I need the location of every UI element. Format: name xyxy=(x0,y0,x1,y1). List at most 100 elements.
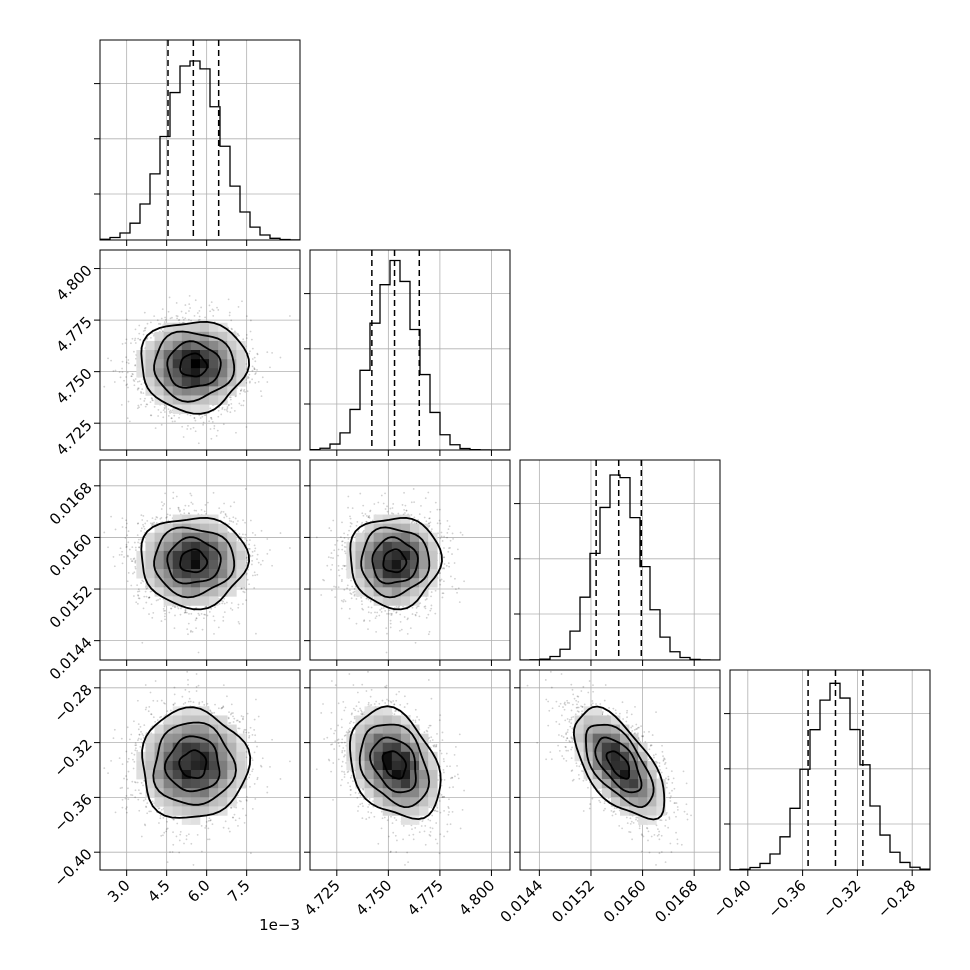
panel-content xyxy=(100,250,300,450)
sample-point xyxy=(169,409,172,412)
sample-point xyxy=(136,584,139,587)
sample-point xyxy=(216,429,219,432)
density-cell xyxy=(227,340,237,351)
sample-point xyxy=(138,546,141,549)
sample-point xyxy=(179,509,181,512)
sample-point xyxy=(248,548,251,550)
sample-point xyxy=(112,556,115,558)
sample-point xyxy=(141,641,144,644)
sample-point xyxy=(251,378,254,381)
sample-point xyxy=(231,609,234,611)
sample-point xyxy=(166,516,168,518)
sample-point xyxy=(155,516,158,518)
sample-point xyxy=(110,515,112,518)
sample-point xyxy=(245,573,248,576)
density-cell xyxy=(181,322,192,333)
sample-point xyxy=(160,411,162,414)
sample-point xyxy=(237,333,239,336)
panel-2-0 xyxy=(94,459,301,666)
sample-point xyxy=(159,323,162,325)
sample-point xyxy=(177,508,180,511)
density-cell xyxy=(218,377,228,387)
sample-point xyxy=(140,392,143,394)
sample-point xyxy=(244,391,246,393)
sample-point xyxy=(148,596,151,599)
sample-point xyxy=(256,573,259,576)
contour-0 xyxy=(179,352,209,378)
sample-point xyxy=(145,403,148,406)
sample-point xyxy=(150,414,153,417)
panel-1-0 xyxy=(94,249,301,456)
sample-point xyxy=(177,507,180,509)
sample-point xyxy=(185,611,188,614)
sample-point xyxy=(266,381,269,383)
density-cell xyxy=(200,395,210,405)
sample-point xyxy=(243,388,246,391)
sample-point xyxy=(257,381,260,383)
density-cell xyxy=(145,377,155,387)
sample-point xyxy=(131,372,134,375)
sample-point xyxy=(137,594,139,596)
sample-point xyxy=(188,295,191,297)
density-cell xyxy=(190,386,201,396)
sample-point xyxy=(137,387,139,390)
sample-point xyxy=(173,414,176,417)
sample-point xyxy=(226,406,229,408)
density-cell xyxy=(163,359,174,369)
sample-point xyxy=(170,417,173,420)
sample-point xyxy=(241,587,243,590)
sample-point xyxy=(256,352,259,355)
sample-point xyxy=(144,329,146,332)
sample-point xyxy=(128,420,131,423)
sample-point xyxy=(163,406,166,409)
sample-point xyxy=(242,533,244,536)
sample-point xyxy=(259,390,262,392)
sample-point xyxy=(148,596,151,599)
sample-point xyxy=(239,389,242,392)
sample-point xyxy=(140,527,143,530)
sample-point xyxy=(205,513,207,515)
sample-point xyxy=(179,613,182,616)
sample-point xyxy=(183,508,185,511)
sample-point xyxy=(186,428,189,430)
sample-point xyxy=(261,559,264,562)
sample-point xyxy=(197,612,200,615)
histogram-step xyxy=(100,60,300,240)
density-cell xyxy=(163,377,174,387)
sample-point xyxy=(228,403,230,406)
sample-point xyxy=(208,304,211,307)
sample-point xyxy=(142,525,145,528)
sample-point xyxy=(237,520,239,522)
sample-point xyxy=(126,371,129,374)
sample-point xyxy=(230,327,233,330)
sample-point xyxy=(193,509,196,512)
sample-point xyxy=(174,614,176,617)
sample-point xyxy=(251,365,254,368)
sample-point xyxy=(248,543,251,546)
density-cell xyxy=(200,322,210,333)
sample-point xyxy=(198,315,201,318)
sample-point xyxy=(190,612,193,615)
sample-point xyxy=(209,428,212,430)
sample-point xyxy=(125,338,128,341)
sample-point xyxy=(174,606,177,608)
sample-point xyxy=(217,409,220,412)
sample-point xyxy=(114,369,117,372)
sample-point xyxy=(125,376,128,378)
density-cell xyxy=(172,350,183,360)
sample-point xyxy=(163,321,166,323)
sample-point xyxy=(175,315,178,317)
sample-point xyxy=(256,353,259,356)
density-cell xyxy=(218,331,228,342)
sample-point xyxy=(254,381,257,384)
sample-point xyxy=(156,516,159,519)
density-cell xyxy=(190,368,201,378)
sample-point xyxy=(143,528,146,530)
sample-point xyxy=(136,407,139,410)
sample-point xyxy=(148,596,151,599)
sample-point xyxy=(155,522,158,524)
sample-point xyxy=(229,505,232,508)
sample-point xyxy=(137,387,140,390)
sample-point xyxy=(241,300,243,303)
